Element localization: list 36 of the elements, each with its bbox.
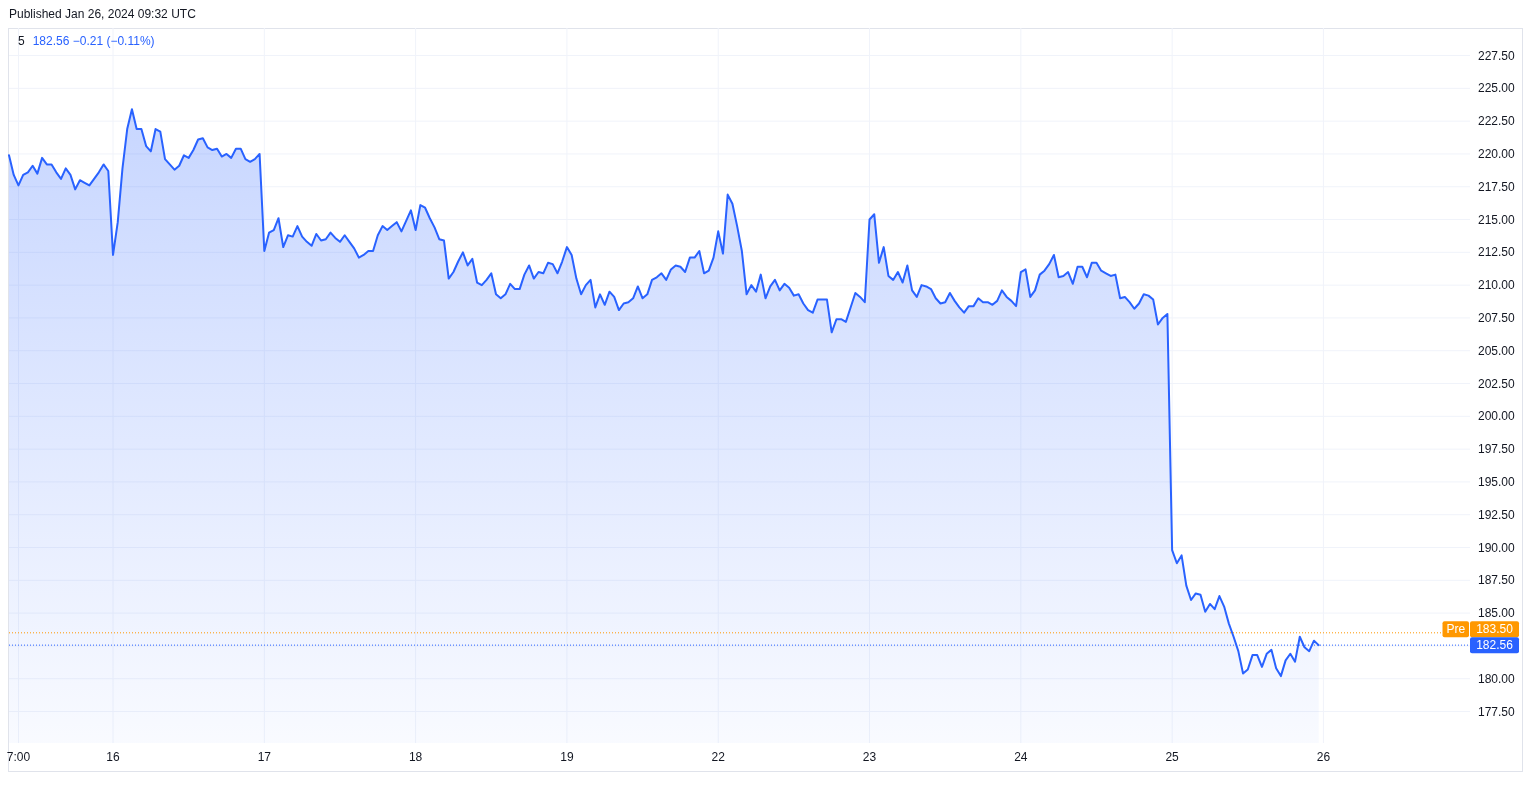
x-tick-label: 18 bbox=[408, 750, 423, 764]
y-tick-label: 227.50 bbox=[1478, 48, 1516, 63]
text: Published Jan 26, 2024 09:32 UTC bbox=[9, 7, 197, 21]
text: 5 bbox=[18, 34, 25, 48]
y-tick-label: 187.50 bbox=[1478, 573, 1516, 588]
y-tick-label: 177.50 bbox=[1478, 704, 1516, 719]
y-tick-label: 207.50 bbox=[1478, 310, 1516, 325]
x-tick-label: 22 bbox=[711, 750, 726, 764]
x-tick-label: 26 bbox=[1316, 750, 1331, 764]
y-tick-label: 192.50 bbox=[1478, 507, 1516, 522]
y-tick-label: 220.00 bbox=[1478, 146, 1516, 161]
y-tick-label: 195.00 bbox=[1478, 474, 1516, 489]
text: 182.56 −0.21 (−0.11%) bbox=[32, 34, 155, 48]
y-tick-label: 185.00 bbox=[1478, 606, 1516, 621]
x-tick-label: 24 bbox=[1014, 750, 1028, 764]
x-tick-label: 25 bbox=[1165, 750, 1180, 764]
y-tick-label: 222.50 bbox=[1478, 114, 1516, 129]
y-tick-label: 212.50 bbox=[1478, 245, 1516, 260]
y-tick-label: 210.00 bbox=[1478, 278, 1516, 293]
y-tick-label: 180.00 bbox=[1478, 671, 1516, 686]
y-tick-label: 202.50 bbox=[1478, 376, 1516, 391]
y-tick-label: 205.00 bbox=[1478, 343, 1516, 358]
y-tick-label: 215.00 bbox=[1478, 212, 1516, 227]
ref-line-label: 183.50 bbox=[1476, 622, 1514, 637]
y-tick-label: 225.00 bbox=[1478, 81, 1516, 96]
annotation: Pre bbox=[1446, 622, 1466, 637]
y-tick-label: 200.00 bbox=[1478, 409, 1516, 424]
y-tick-label: 197.50 bbox=[1478, 442, 1516, 457]
x-tick-label: 23 bbox=[862, 750, 877, 764]
x-tick-label: 7:00 bbox=[6, 750, 31, 764]
y-tick-label: 217.50 bbox=[1478, 179, 1516, 194]
x-tick-label: 16 bbox=[106, 750, 121, 764]
x-tick-label: 17 bbox=[257, 750, 272, 764]
y-tick-label: 190.00 bbox=[1478, 540, 1516, 555]
x-tick-label: 19 bbox=[560, 750, 574, 764]
ref-line-label: 182.56 bbox=[1476, 638, 1514, 653]
